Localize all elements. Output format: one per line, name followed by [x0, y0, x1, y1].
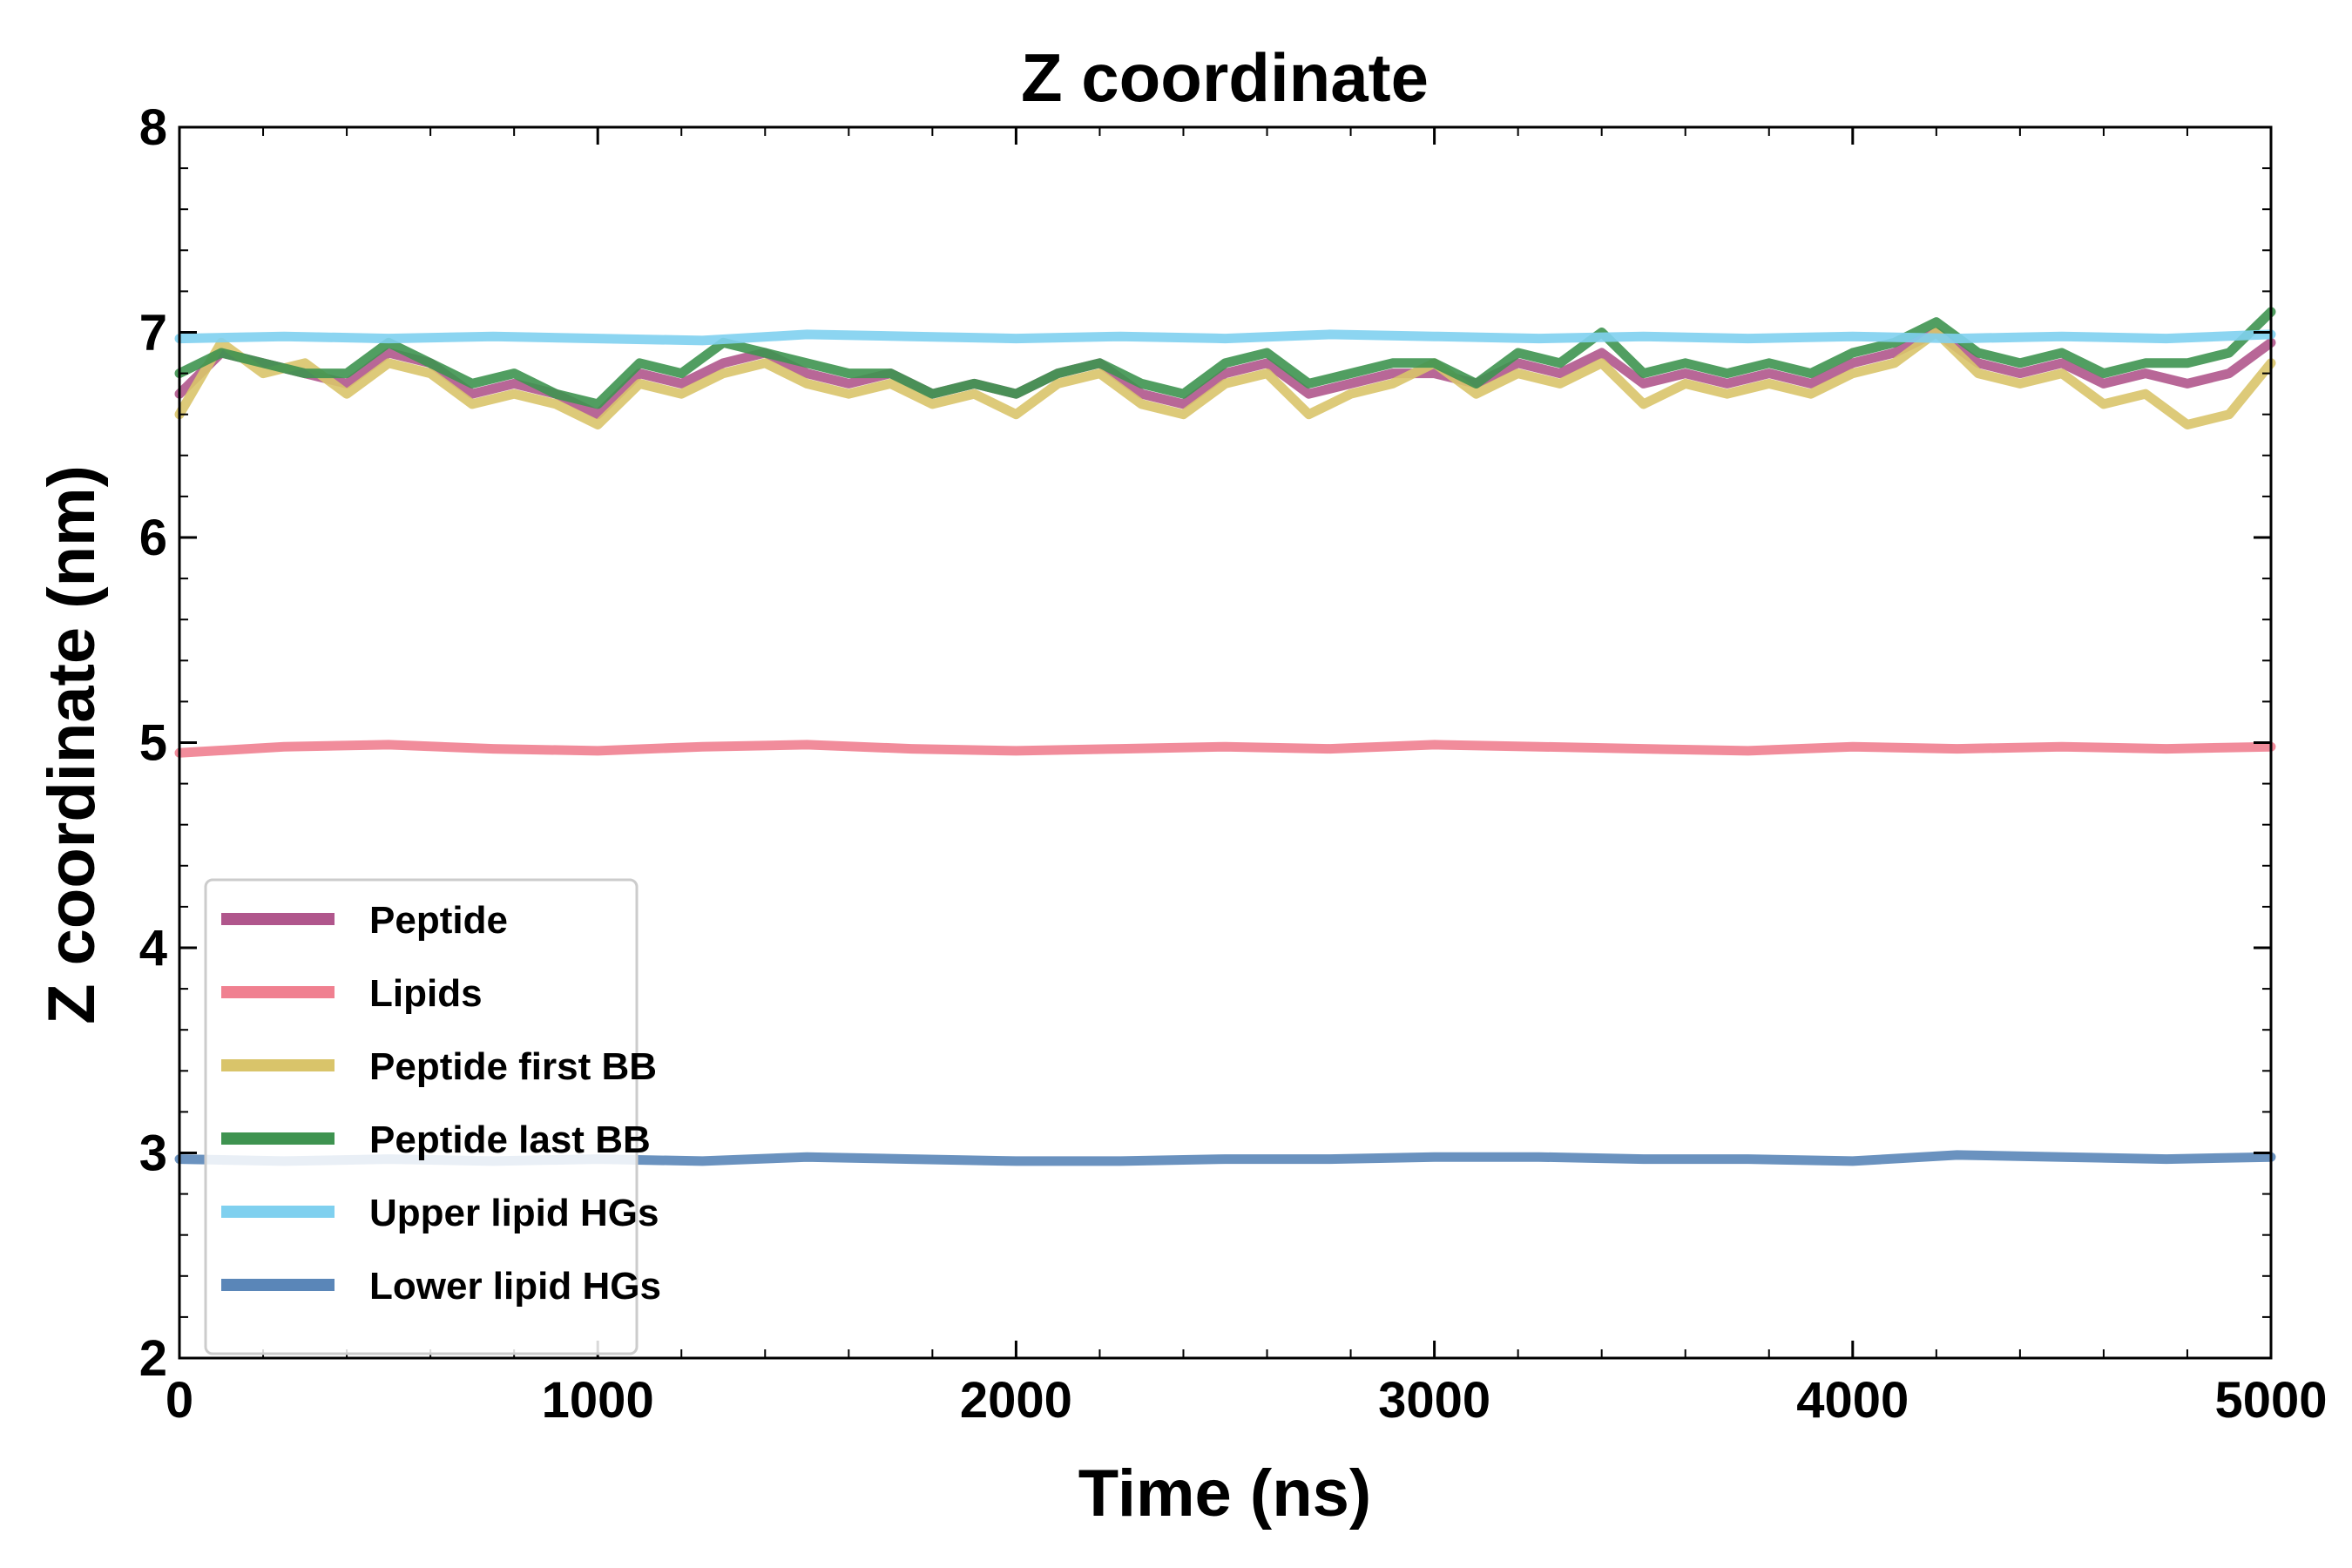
- y-tick-label: 2: [139, 1330, 167, 1387]
- y-tick-label: 7: [139, 305, 167, 362]
- ticks-layer: 0 1000 2000 3000 4000 5000 2 3 4 5 6 7 8: [139, 99, 2328, 1429]
- legend-label: Upper lipid HGs: [369, 1192, 659, 1234]
- series-line-upper-lipid-hgs: [174, 329, 2276, 346]
- y-tick-label: 6: [139, 510, 167, 566]
- y-tick-label: 5: [139, 715, 167, 772]
- x-tick-label: 0: [166, 1372, 193, 1429]
- legend: Peptide Lipids Peptide first BB Peptide las…: [204, 878, 661, 1355]
- y-tick-label: 4: [139, 920, 167, 977]
- y-tick-label: 3: [139, 1125, 167, 1182]
- series-line-peptide-last-bb: [174, 307, 2276, 409]
- legend-label: Peptide last BB: [369, 1119, 651, 1161]
- y-tick-label: 8: [139, 99, 167, 156]
- x-tick-label: 4000: [1796, 1372, 1909, 1429]
- y-axis-label: Z coordinate (nm): [35, 465, 109, 1024]
- legend-label: Lipids: [369, 972, 483, 1015]
- legend-label: Peptide: [369, 899, 508, 942]
- x-axis-label: Time (ns): [1078, 1456, 1371, 1531]
- x-tick-label: 2000: [960, 1372, 1072, 1429]
- x-tick-label: 3000: [1378, 1372, 1490, 1429]
- x-tick-label: 5000: [2214, 1372, 2327, 1429]
- series-line-lipids: [174, 740, 2276, 758]
- chart-title: Z coordinate: [1021, 39, 1429, 116]
- x-tick-label: 1000: [542, 1372, 654, 1429]
- legend-label: Peptide first BB: [369, 1045, 657, 1088]
- legend-label: Lower lipid HGs: [369, 1265, 661, 1308]
- plot-frame: [178, 125, 2273, 1360]
